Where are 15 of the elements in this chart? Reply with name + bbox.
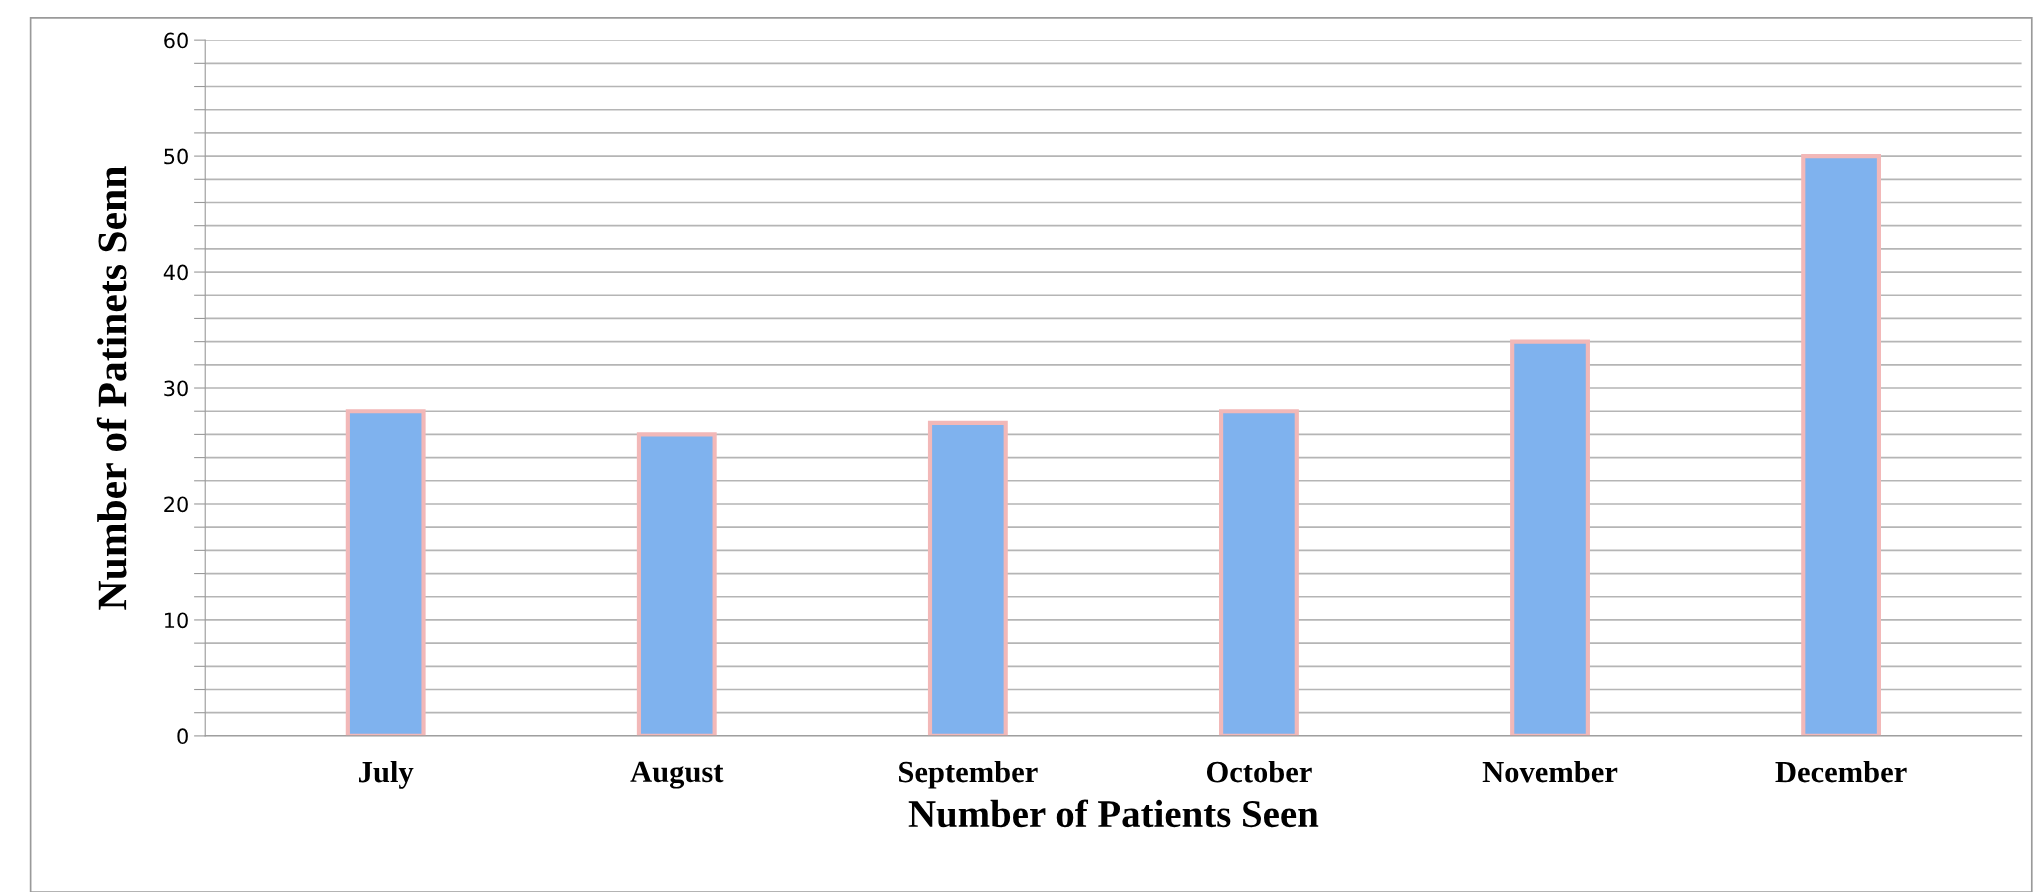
x-tick-label: July: [359, 760, 414, 789]
x-tick-label: November: [1482, 760, 1618, 783]
x-tick-label: September: [899, 760, 1038, 789]
y-tick-label: 0: [177, 728, 188, 745]
x-axis-title: Number of Patients Seen: [908, 799, 1319, 828]
y-tick-label: 30: [164, 380, 188, 397]
y-tick-label: 20: [164, 496, 188, 513]
y-tick-label: 10: [165, 612, 188, 629]
y-tick-label: 40: [163, 264, 188, 281]
y-axis-title: Number of Patinets Senn: [96, 166, 127, 610]
y-tick-label: 50: [164, 148, 188, 165]
x-tick-label: October: [1206, 760, 1312, 783]
x-tick-label: December: [1775, 760, 1907, 783]
x-tick-label: August: [630, 761, 724, 789]
y-tick-label: 60: [164, 32, 188, 49]
